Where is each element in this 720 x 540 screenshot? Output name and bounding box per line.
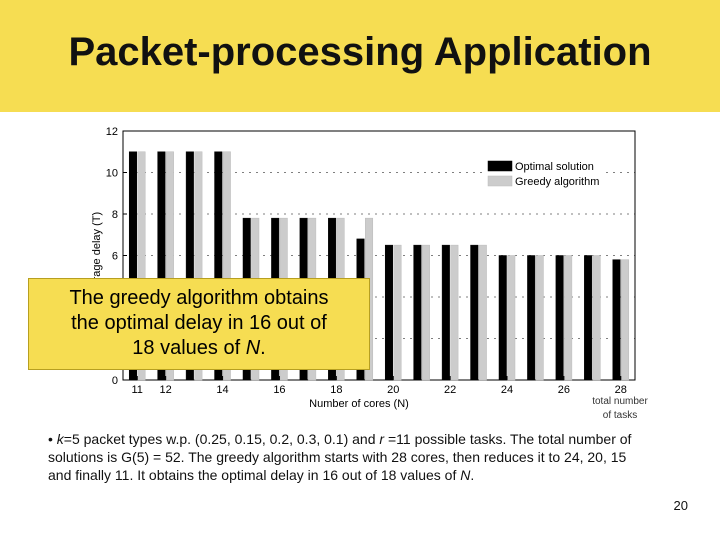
y-tick-label: 0 (112, 375, 118, 387)
bar-greedy (507, 255, 516, 381)
k-variable: k (56, 431, 64, 447)
callout-line-3-suffix: . (260, 337, 266, 359)
bar-optimal (384, 244, 393, 381)
bar-optimal (498, 255, 507, 381)
y-tick-label: 8 (112, 209, 118, 221)
body-text-1: =5 packet types w.p. (0.25, 0.15, 0.2, 0… (63, 431, 380, 447)
callout-box: The greedy algorithm obtains the optimal… (28, 278, 370, 370)
y-tick-label: 12 (106, 126, 118, 138)
bar-greedy (165, 151, 174, 381)
bar-optimal (527, 255, 536, 381)
chart-svg: 02468101211121416182022242628Number of c… (91, 126, 636, 410)
x-tick-label: 24 (501, 384, 513, 396)
bar-optimal (157, 151, 166, 381)
x-tick-label: 12 (160, 384, 172, 396)
bar-greedy (194, 151, 203, 381)
bar-optimal (555, 255, 564, 381)
bar-greedy (393, 244, 402, 381)
callout-line-3-prefix: 18 values of (132, 337, 246, 359)
bar-greedy (478, 244, 487, 381)
bar-greedy (621, 259, 630, 381)
bar-greedy (421, 244, 430, 381)
x-tick-label: 14 (216, 384, 228, 396)
x-tick-label: 22 (444, 384, 456, 396)
bar-greedy (450, 244, 459, 381)
x-tick-label: 18 (330, 384, 342, 396)
legend-swatch (487, 160, 513, 172)
body-text-3: . (470, 467, 475, 483)
x-tick-label: 26 (558, 384, 570, 396)
legend-swatch (487, 175, 513, 187)
bar-optimal (441, 244, 450, 381)
callout-n-var: N (245, 337, 261, 359)
bar-optimal (470, 244, 479, 381)
body-paragraph: • k=5 packet types w.p. (0.25, 0.15, 0.2… (48, 430, 648, 484)
bar-optimal (128, 151, 137, 381)
n-variable: N (460, 467, 471, 483)
total-tasks-note: total number of tasks (580, 395, 660, 423)
x-tick-label: 28 (615, 384, 627, 396)
total-note-line-2: of tasks (602, 410, 638, 421)
bar-greedy (222, 151, 231, 381)
bar-greedy (592, 255, 601, 381)
bar-optimal (584, 255, 593, 381)
bar-chart: 02468101211121416182022242628Number of c… (80, 118, 680, 418)
page-number: 20 (673, 498, 688, 513)
legend-label: Optimal solution (515, 161, 594, 173)
callout-line-3: 18 values of N. (29, 336, 369, 361)
y-tick-label: 10 (106, 168, 118, 180)
bar-optimal (612, 259, 621, 381)
x-tick-label: 16 (273, 384, 285, 396)
bar-optimal (413, 244, 422, 381)
body-text-2: =11 possible tasks. The total number of … (48, 431, 632, 483)
bar-greedy (137, 151, 146, 381)
r-variable: r (379, 431, 385, 447)
y-tick-label: 6 (112, 251, 118, 263)
legend-label: Greedy algorithm (515, 176, 599, 188)
callout-line-2: the optimal delay in 16 out of (71, 312, 327, 334)
bullet: • (48, 431, 53, 447)
bar-greedy (535, 255, 544, 381)
bar-greedy (564, 255, 573, 381)
x-tick-label: 20 (387, 384, 399, 396)
total-note-line-1: total number (592, 396, 648, 407)
x-axis-label: Number of cores (N) (309, 398, 409, 410)
y-axis-label: Average delay (T) (91, 212, 103, 299)
bar-optimal (214, 151, 223, 381)
callout-line-1: The greedy algorithm obtains (69, 287, 329, 309)
bar-optimal (185, 151, 194, 381)
x-tick-label: 11 (132, 384, 143, 396)
title-bar: Packet-processing Application (0, 0, 720, 112)
slide-title: Packet-processing Application (68, 30, 652, 74)
